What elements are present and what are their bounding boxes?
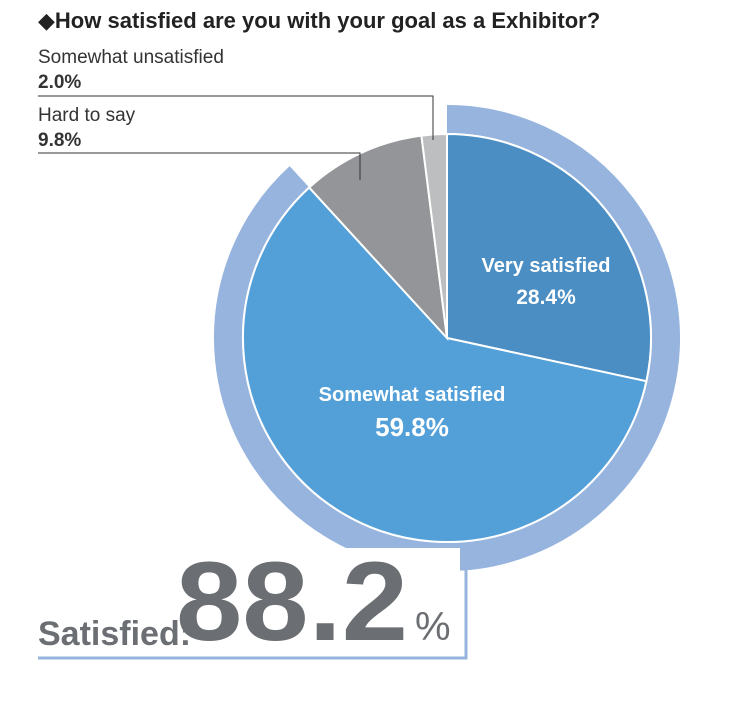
hard-to-say-value: 9.8% — [38, 130, 81, 151]
callout-line-somewhat-unsatisfied — [38, 95, 434, 140]
slice-somewhat-unsatisfied — [420, 132, 448, 339]
satisfied-total-value: 88.2 — [176, 539, 408, 664]
satisfied-percent-sign: % — [415, 605, 451, 649]
summary-background — [160, 548, 460, 654]
very-satisfied-value: 28.4% — [516, 286, 576, 309]
somewhat-unsatisfied-value: 2.0% — [38, 72, 81, 93]
somewhat-satisfied-value: 59.8% — [375, 412, 449, 442]
summary-frame — [38, 570, 468, 660]
callout-line-hard-to-say — [38, 152, 361, 180]
satisfied-ring — [214, 105, 680, 571]
slice-hard-to-say — [307, 134, 449, 341]
hard-to-say-label: Hard to say — [38, 105, 136, 126]
very-satisfied-label: Very satisfied — [482, 255, 611, 277]
satisfied-label: Satisfied: — [38, 615, 191, 653]
chart-title: ◆How satisfied are you with your goal as… — [38, 8, 600, 33]
somewhat-satisfied-label: Somewhat satisfied — [319, 384, 506, 406]
slice-very-satisfied — [446, 132, 652, 383]
pie-slices — [242, 132, 652, 543]
slice-somewhat-satisfied — [242, 186, 648, 543]
somewhat-unsatisfied-label: Somewhat unsatisfied — [38, 47, 224, 68]
